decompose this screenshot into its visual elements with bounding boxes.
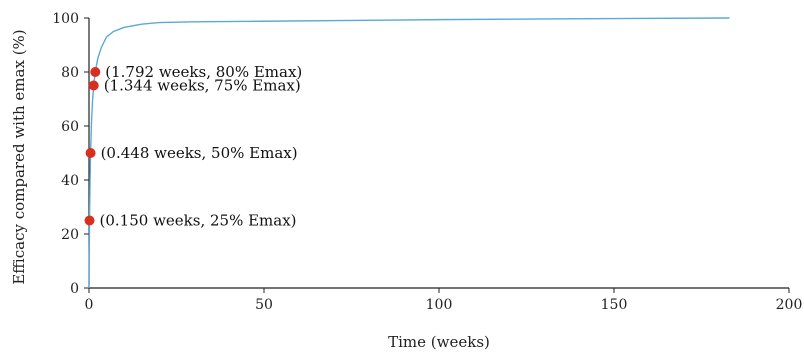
y-tick-label: 20 (61, 227, 79, 243)
tick-labels: 0 50 100 150 200 0 20 40 60 80 100 (52, 11, 802, 313)
point-annotation: (0.448 weeks, 50% Emax) (101, 144, 298, 162)
x-tick-label: 0 (85, 297, 94, 313)
x-tick-label: 100 (426, 297, 453, 313)
tick-marks (84, 17, 790, 293)
y-tick-label: 0 (70, 281, 79, 297)
point-annotation: (0.150 weeks, 25% Emax) (100, 212, 297, 230)
data-point (85, 148, 96, 158)
y-axis-title: Efficacy compared with emax (%) (10, 29, 28, 284)
x-tick-label: 150 (601, 297, 628, 313)
y-tick-label: 40 (61, 173, 79, 189)
y-tick-label: 100 (52, 11, 79, 27)
point-annotations: (0.150 weeks, 25% Emax) (0.448 weeks, 50%… (100, 63, 303, 230)
y-tick-label: 80 (61, 65, 79, 81)
efficacy-curve (88, 17, 730, 289)
x-tick-label: 200 (776, 297, 803, 313)
point-annotation: (1.792 weeks, 80% Emax) (105, 63, 302, 81)
data-points (84, 67, 101, 226)
data-point (90, 67, 101, 77)
x-tick-label: 50 (255, 297, 273, 313)
y-tick-label: 60 (61, 119, 79, 135)
point-annotation: (1.344 weeks, 75% Emax) (104, 77, 301, 95)
data-point (88, 80, 99, 91)
data-point (84, 215, 95, 226)
x-axis-title: Time (weeks) (388, 333, 490, 351)
